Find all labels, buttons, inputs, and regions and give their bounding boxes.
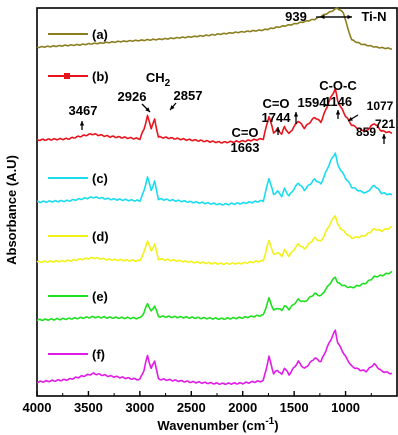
annotation-label: 721 <box>375 117 395 131</box>
annotation-label: 859 <box>356 125 376 139</box>
plot-border <box>36 7 398 397</box>
annotation-arrowhead <box>275 127 281 132</box>
legend-label: (d) <box>92 229 109 244</box>
x-tick-label: 3000 <box>125 400 154 415</box>
series-line-f <box>36 329 393 386</box>
series-line-b <box>36 87 393 144</box>
x-axis-title: Wavenumber (cm-1) <box>157 416 278 433</box>
x-axis-title-main: Wavenumber (cm <box>157 418 265 433</box>
annotation-label: CH2 <box>146 70 171 89</box>
annotation-label: 2926 <box>118 89 147 104</box>
x-tick-label: 2000 <box>228 400 257 415</box>
series-line-a <box>36 7 392 50</box>
annotation-label: C=O <box>231 125 258 140</box>
annotation-arrowhead <box>381 134 387 139</box>
annotation-label: C-O-C <box>319 78 357 93</box>
annotation-arrowhead <box>348 116 353 121</box>
series-line-c <box>36 152 393 206</box>
legend-marker <box>64 73 70 79</box>
annotation-arrowhead <box>170 105 175 110</box>
annotation-label: 3467 <box>69 103 98 118</box>
annotation-arrowhead <box>293 112 299 117</box>
annotation-label: 1663 <box>231 140 260 155</box>
annotation-arrowhead <box>79 121 85 126</box>
x-axis-title-close: ) <box>274 418 278 433</box>
annotation-label: C=O <box>262 96 289 111</box>
series-line-d <box>36 215 393 266</box>
annotation-label: 1077 <box>367 99 394 113</box>
series-layer <box>36 7 393 386</box>
annotation-label: 1744 <box>262 110 292 125</box>
x-tick-label: 1500 <box>280 400 309 415</box>
x-tick-layer: 4000 3500 3000 2500 2000 1500 1000 <box>23 391 372 415</box>
legend-label: (e) <box>92 289 108 304</box>
annotation-label: 939 <box>285 9 307 24</box>
x-tick-label: 3500 <box>74 400 103 415</box>
legend-layer: (a) (b) (c) (d) (e) (f) <box>48 27 109 362</box>
legend-label: (a) <box>92 27 108 42</box>
annotation-label: 2857 <box>174 88 203 103</box>
annotation-label: Ti-N <box>361 9 386 24</box>
annotation-label: 1146 <box>324 94 352 109</box>
legend-label: (f) <box>92 347 105 362</box>
annotation-arrowhead <box>145 107 150 112</box>
x-tick-label: 4000 <box>23 400 52 415</box>
plot-frame <box>36 7 398 397</box>
x-tick-label: 1000 <box>331 400 360 415</box>
legend-label: (b) <box>92 69 109 84</box>
x-tick-label: 2500 <box>177 400 206 415</box>
x-axis-title-superscript: -1 <box>265 416 274 427</box>
annotation-arrowhead <box>335 110 341 115</box>
annotation-label: 1594 <box>298 95 328 110</box>
y-axis-title: Absorbance (A.U) <box>4 155 19 265</box>
annotation-arrowhead <box>320 14 325 20</box>
legend-label: (c) <box>92 171 108 186</box>
series-line-e <box>36 270 393 322</box>
